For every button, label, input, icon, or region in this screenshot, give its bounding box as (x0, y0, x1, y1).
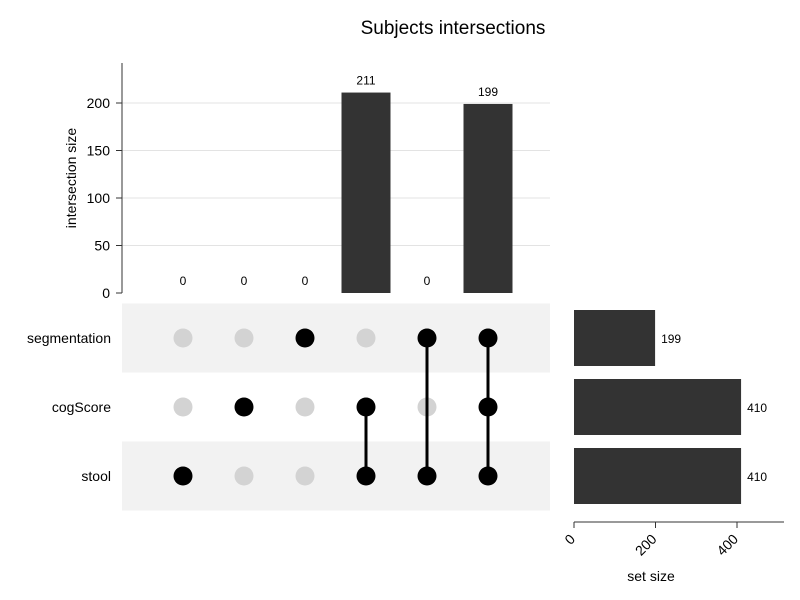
y-tick-label: 100 (87, 190, 111, 206)
set-size-axis-title: set size (627, 568, 675, 584)
matrix-dot-inactive (356, 328, 376, 348)
matrix-dot-active (173, 466, 193, 486)
matrix-dot-inactive (173, 397, 193, 417)
intersection-bar-label: 0 (180, 274, 187, 288)
set-size-bar (574, 379, 742, 435)
matrix-dot-active (417, 328, 437, 348)
matrix-dot-active (478, 397, 498, 417)
matrix-dot-inactive (234, 328, 254, 348)
matrix-dot-inactive (173, 328, 193, 348)
set-labels: segmentation cogScore stool (27, 330, 111, 484)
matrix-dot-inactive (295, 466, 315, 486)
intersection-bar-label: 0 (302, 274, 309, 288)
y-tick-label: 200 (87, 95, 111, 111)
membership-matrix (173, 328, 498, 486)
chart-title: Subjects intersections (361, 18, 546, 39)
intersection-bar (341, 92, 391, 293)
matrix-dot-inactive (234, 466, 254, 486)
set-size-label: 199 (661, 332, 681, 346)
y-tick-label: 0 (102, 285, 110, 301)
matrix-dot-active (234, 397, 254, 417)
set-size-label: 410 (747, 470, 767, 484)
x-tick-label: 400 (713, 531, 741, 559)
y-tick-label: 150 (87, 143, 111, 159)
set-size-bar (574, 310, 656, 366)
set-label: segmentation (27, 330, 111, 346)
matrix-dot-active (356, 397, 376, 417)
set-label: stool (81, 468, 111, 484)
x-tick-label: 0 (561, 531, 578, 548)
matrix-dot-active (356, 466, 376, 486)
x-tick-label: 200 (632, 531, 660, 559)
intersection-bar-label: 0 (241, 274, 248, 288)
intersection-bar-label: 211 (356, 74, 375, 88)
matrix-dot-active (417, 466, 437, 486)
intersection-bar-label: 199 (478, 85, 498, 99)
set-size-panel: 199 410 410 0 200 400 (561, 310, 784, 559)
set-size-bar (574, 448, 742, 504)
matrix-dot-active (295, 328, 315, 348)
matrix-dot-inactive (295, 397, 315, 417)
matrix-dot-active (478, 328, 498, 348)
y-tick-label: 50 (94, 238, 110, 254)
matrix-dot-active (478, 466, 498, 486)
intersection-bar (463, 103, 513, 293)
intersection-bar-label: 0 (424, 274, 431, 288)
set-label: cogScore (52, 399, 111, 415)
intersection-size-axis-title: intersection size (63, 128, 79, 229)
set-size-label: 410 (747, 401, 767, 415)
intersection-size-panel: 0 50 100 150 200 0 0 0 211 0 199 (87, 63, 550, 301)
